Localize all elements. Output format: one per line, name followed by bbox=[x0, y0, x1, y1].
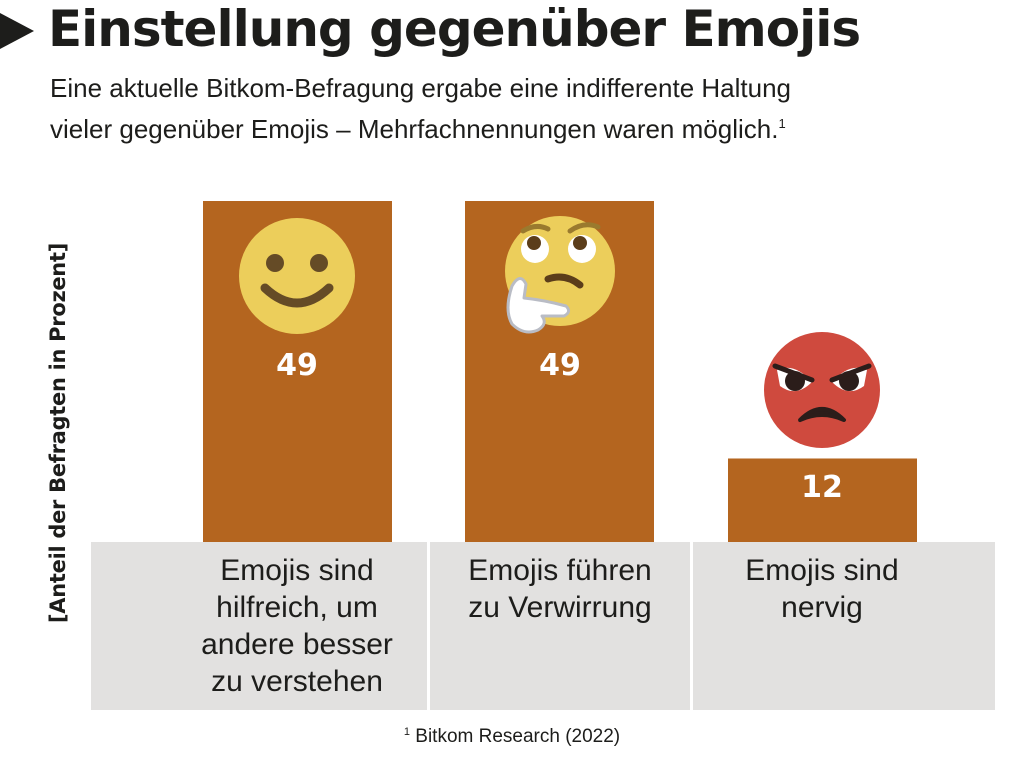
eyebrow bbox=[520, 223, 551, 234]
bar bbox=[728, 458, 917, 542]
x-tick-label-line: hilfreich, um bbox=[216, 591, 378, 624]
title-arrow-icon bbox=[0, 13, 34, 49]
subtitle-line-2-text: vieler gegenüber Emojis – Mehrfachnennun… bbox=[50, 114, 779, 144]
angry-face-icon bbox=[764, 332, 880, 448]
eyebrow bbox=[772, 363, 815, 383]
x-tick-label-line: Emojis führen bbox=[468, 554, 652, 587]
x-tick-label: Emojis sind hilfreich, um andere besser zu … bbox=[167, 552, 427, 700]
data-label: 12 bbox=[801, 470, 843, 505]
eye bbox=[266, 254, 284, 272]
subtitle-line-2: vieler gegenüber Emojis – Mehrfachnennun… bbox=[50, 106, 1010, 147]
mouth bbox=[544, 273, 584, 289]
mouth bbox=[260, 283, 334, 308]
smiling-face-icon bbox=[239, 218, 355, 334]
pupil bbox=[573, 236, 587, 250]
x-tick-label-line: zu Verwirrung bbox=[468, 591, 652, 624]
hand bbox=[506, 277, 571, 334]
data-label: 49 bbox=[276, 348, 318, 383]
subtitle-line-1: Eine aktuelle Bitkom-Befragung ergabe ei… bbox=[50, 73, 791, 103]
footnote-text: Bitkom Research (2022) bbox=[415, 726, 621, 747]
subtitle-footnote-mark: 1 bbox=[778, 116, 786, 131]
eyebrow bbox=[829, 363, 872, 383]
eye bbox=[310, 254, 328, 272]
face bbox=[764, 332, 880, 448]
x-tick-label-line: zu verstehen bbox=[211, 665, 383, 698]
category-divider bbox=[690, 542, 693, 710]
title-row: Einstellung gegenüber Emojis bbox=[0, 0, 861, 64]
x-tick-label: Emojis führen zu Verwirrung bbox=[430, 552, 690, 626]
face bbox=[239, 218, 355, 334]
x-tick-label-line: Emojis sind bbox=[745, 554, 899, 587]
eyebrow bbox=[567, 222, 601, 234]
mouth bbox=[798, 407, 846, 422]
category-label-band bbox=[91, 542, 995, 710]
pupil bbox=[527, 236, 541, 250]
x-tick-label-line: nervig bbox=[781, 591, 863, 624]
subtitle: Eine aktuelle Bitkom-Befragung ergabe ei… bbox=[50, 70, 1010, 147]
x-tick-label-line: Emojis sind bbox=[220, 554, 374, 587]
x-tick-label: Emojis sind nervig bbox=[692, 552, 952, 626]
footnote-mark: 1 bbox=[403, 726, 410, 738]
thinking-face-icon bbox=[505, 216, 615, 334]
page-title: Einstellung gegenüber Emojis bbox=[48, 0, 861, 58]
x-tick-label-line: andere besser bbox=[201, 628, 393, 661]
footnote: 1 Bitkom Research (2022) bbox=[0, 726, 1024, 748]
data-label: 49 bbox=[539, 348, 581, 383]
category-divider bbox=[427, 542, 430, 710]
